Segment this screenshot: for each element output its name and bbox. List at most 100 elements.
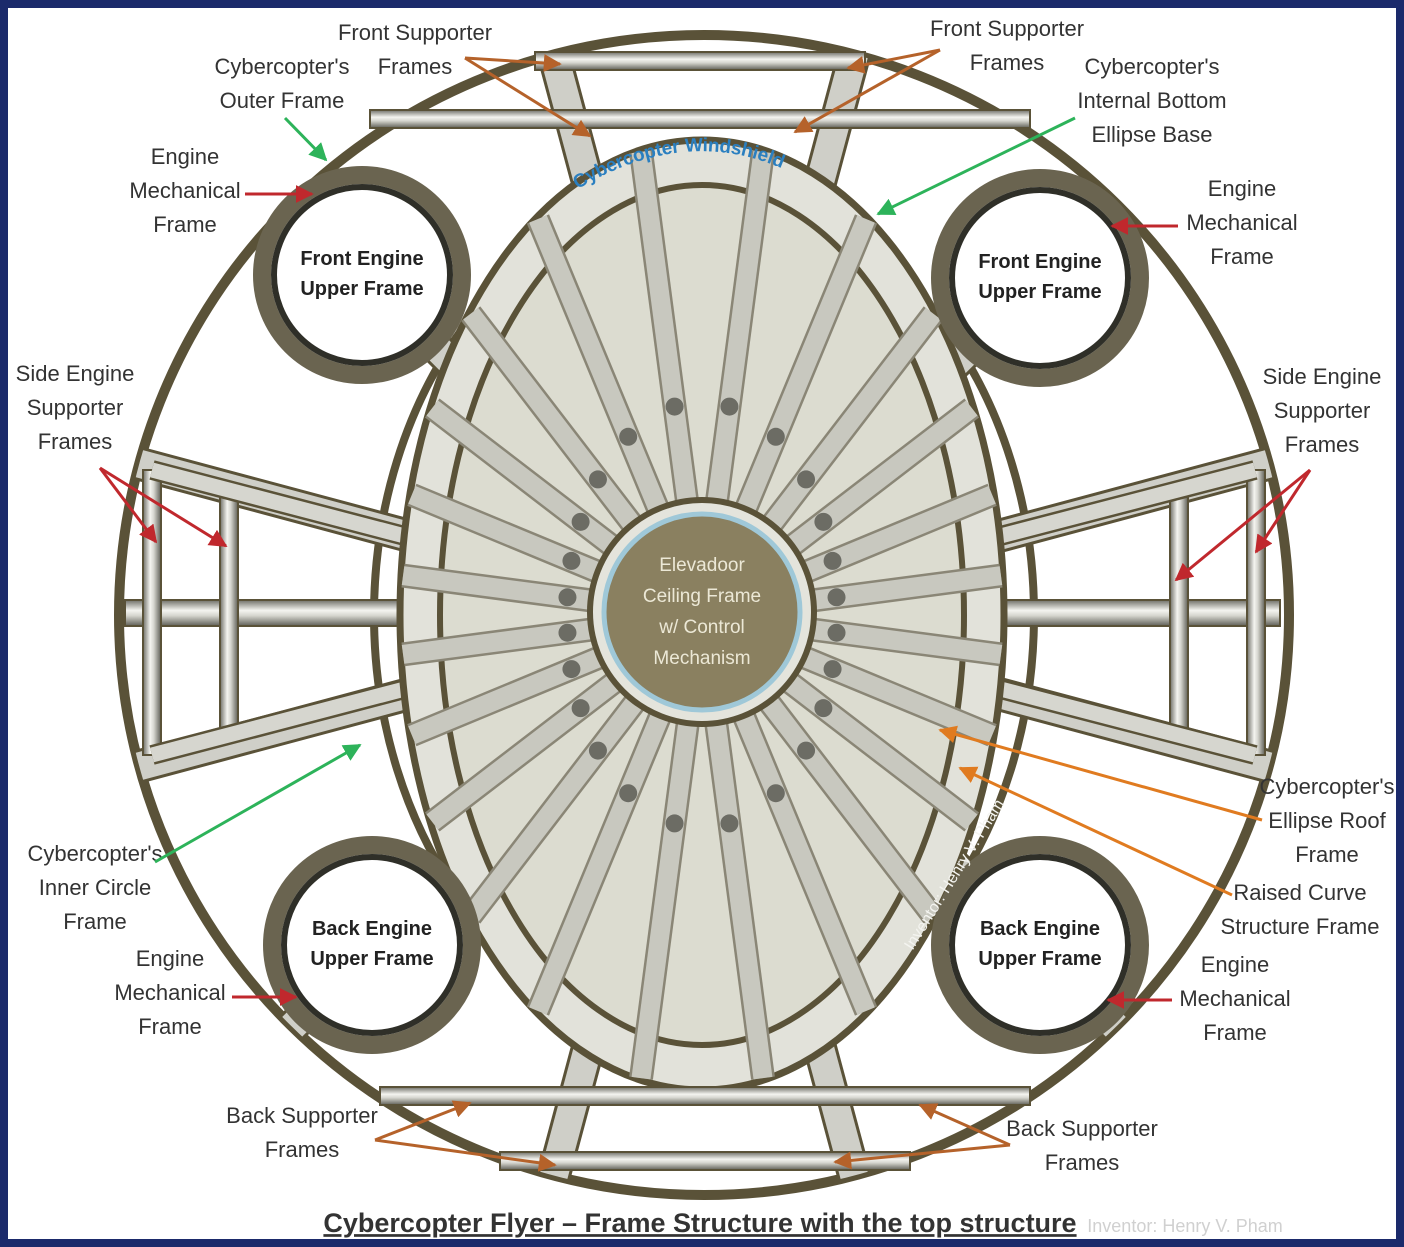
callout-line: Cybercopter's (1259, 774, 1394, 799)
center-label-line: Mechanism (653, 648, 750, 669)
callout-line: Engine (136, 946, 205, 971)
callout-arrow (1174, 468, 1311, 582)
callout: Raised Curve Structure Frame (1221, 880, 1380, 939)
callout: Engine Mechanical Frame (1186, 176, 1297, 269)
engine-label-line: Back Engine (312, 918, 432, 940)
center-label-line: Ceiling Frame (643, 586, 761, 607)
callout-line: Supporter (1274, 398, 1371, 423)
roof-spoke (731, 215, 875, 527)
center-label-line: Elevadoor (659, 555, 745, 576)
callout-line: Frames (1045, 1150, 1120, 1175)
supporter-frame (369, 109, 1031, 129)
callout: Back Supporter Frames (1006, 1116, 1158, 1175)
spoke-shade (562, 551, 581, 570)
spoke-shade (558, 623, 577, 642)
roof-spoke (463, 307, 649, 542)
callout-arrow (283, 116, 328, 162)
callout-arrow (846, 48, 941, 74)
engine-label-line: Upper Frame (978, 281, 1101, 303)
callout-line: Internal Bottom (1077, 88, 1226, 113)
callout: Engine Mechanical Frame (1179, 952, 1290, 1045)
callout-line: Frame (1295, 842, 1359, 867)
engine-label-line: Back Engine (980, 918, 1100, 940)
callout-arrow (464, 56, 592, 138)
roof-spoke (631, 712, 699, 1080)
spoke-shade (827, 588, 846, 607)
callout-line: Mechanical (114, 980, 225, 1005)
callout-line: Frames (265, 1137, 340, 1162)
callout-line: Frame (1210, 244, 1274, 269)
spoke-shade (588, 470, 607, 489)
callout: Back Supporter Frames (226, 1103, 378, 1162)
engine-ring (281, 854, 463, 1036)
callout-line: Frame (153, 212, 217, 237)
spoke-shade (571, 699, 590, 718)
callout-line: Back Supporter (1006, 1116, 1158, 1141)
engine-ring (949, 187, 1131, 369)
callout-line: Frame (1203, 1020, 1267, 1045)
spoke-shade (797, 741, 816, 760)
callout-line: Frames (970, 50, 1045, 75)
callout-line: Ellipse Base (1091, 122, 1212, 147)
roof-spoke (755, 307, 941, 542)
engine-label: Back Engine Upper Frame (310, 918, 433, 970)
engine-label-line: Upper Frame (978, 948, 1101, 970)
callout-line: Cybercopter's (1084, 54, 1219, 79)
roof-spoke (426, 400, 629, 562)
spoke-shade (720, 814, 739, 833)
spoke-shade (827, 623, 846, 642)
callout-line: Cybercopter's (214, 54, 349, 79)
roof-spoke (529, 703, 673, 1015)
roof-spoke (705, 150, 773, 518)
callout-arrow (958, 766, 1233, 897)
callout-line: Front Supporter (930, 16, 1084, 41)
roof-spoke (755, 688, 941, 923)
engine-label-line: Front Engine (978, 251, 1101, 273)
callout-line: Engine (1208, 176, 1277, 201)
callout-arrow (938, 725, 1263, 822)
spoke-shade (562, 660, 581, 679)
spoke-shade (814, 512, 833, 531)
spoke-shade (558, 588, 577, 607)
callout-arrow (154, 743, 362, 864)
side-supporter-frame (1169, 491, 1189, 734)
spoke-shade (720, 397, 739, 416)
callout-arrow (918, 1103, 1011, 1147)
roof-spoke (775, 668, 978, 830)
credit: Inventor: Henry V. Pham (1087, 1216, 1282, 1236)
spoke-shade (823, 660, 842, 679)
spoke-shade (814, 699, 833, 718)
roof-spoke (426, 668, 629, 830)
callout-line: Side Engine (1263, 364, 1382, 389)
center-glow (601, 511, 803, 713)
callout: Front Supporter Frames (338, 20, 492, 79)
engine-ring (271, 184, 453, 366)
engine-label-line: Upper Frame (300, 278, 423, 300)
callout: Engine Mechanical Frame (129, 144, 240, 237)
callout-arrow (876, 116, 1076, 216)
callout-line: Structure Frame (1221, 914, 1380, 939)
callout: Side Engine Supporter Frames (16, 361, 135, 454)
engine-label: Front Engine Upper Frame (300, 248, 423, 300)
engine-label-line: Front Engine (300, 248, 423, 270)
supporter-frame (379, 1086, 1031, 1106)
center-label-line: w/ Control (658, 617, 745, 638)
callout-line: Supporter (27, 395, 124, 420)
callout-line: Side Engine (16, 361, 135, 386)
callout: Engine Mechanical Frame (114, 946, 225, 1039)
engine-label-line: Upper Frame (310, 948, 433, 970)
spoke-shade (619, 427, 638, 446)
spoke-shade (588, 741, 607, 760)
center-label: Elevadoor Ceiling Frame w/ Control Mechanis… (643, 555, 761, 669)
callout: Cybercopter's Internal Bottom Ellipse Base (1077, 54, 1226, 147)
spoke-shade (665, 814, 684, 833)
callout-line: Back Supporter (226, 1103, 378, 1128)
title: Cybercopter Flyer – Frame Structure with… (323, 1208, 1076, 1238)
supporter-frame (534, 51, 866, 71)
callout-arrow (793, 48, 941, 134)
callout-line: Frame (63, 909, 127, 934)
spoke-shade (766, 784, 785, 803)
callout-arrow (833, 1143, 1011, 1170)
side-angle-bar (150, 462, 422, 548)
callout: Cybercopter's Ellipse Roof Frame (1259, 774, 1394, 867)
